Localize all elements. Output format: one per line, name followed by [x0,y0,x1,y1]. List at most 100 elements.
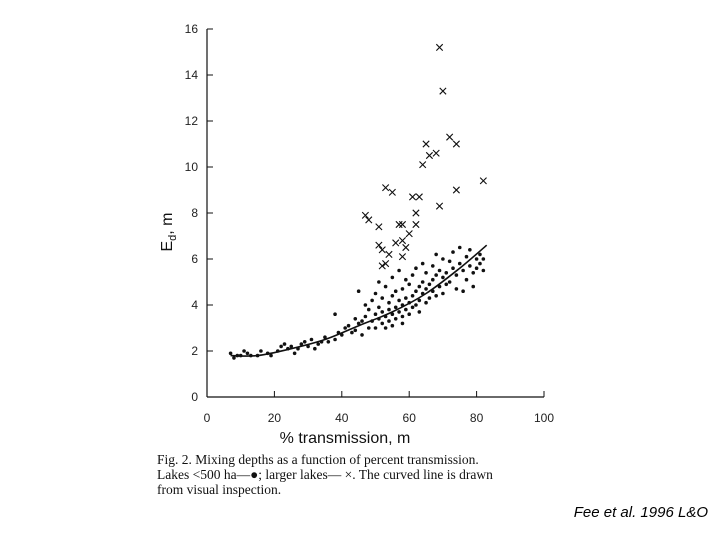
data-point-small-lake [235,353,240,358]
data-point-small-lake [420,291,425,296]
data-point-small-lake [232,356,236,360]
x-tick-label: 40 [335,411,349,425]
data-point-small-lake [296,346,300,351]
y-tick-label: 0 [191,390,198,404]
data-point-large-lake [388,188,396,196]
data-point-small-lake [336,330,341,335]
data-point-small-lake [265,351,270,356]
y-tick-label: 4 [191,298,198,312]
data-point-small-lake [471,284,476,289]
data-point-large-lake [385,250,393,258]
data-point-small-lake [346,323,351,328]
data-point-small-lake [242,349,246,353]
data-point-large-lake [398,220,407,229]
y-tick-label: 12 [185,114,199,128]
data-point-small-lake [434,273,438,277]
data-point-small-lake [397,298,401,303]
data-point-small-lake [383,284,388,289]
data-point-small-lake [427,282,432,287]
scatter-chart: 0 2 4 6 8 10 12 14 16 0 20 40 60 80 100 % transmissio… [159,22,554,447]
data-point-small-lake [474,266,479,271]
data-point-small-lake [457,261,462,266]
data-point-small-lake [441,257,445,261]
data-point-large-lake [439,87,447,95]
caption-line-1: Fig. 2. Mixing depths as a function of p… [157,452,479,467]
data-point-small-lake [424,271,428,275]
data-point-large-lake [361,211,369,219]
data-point-small-lake [363,303,368,307]
data-point-small-lake [333,312,337,317]
data-point-small-lake [387,307,391,312]
data-point-small-lake [417,284,422,289]
data-point-small-lake [461,289,465,294]
svg-text:Ed, m: Ed, m [159,212,179,251]
data-point-small-lake [410,294,415,298]
y-tick-label: 2 [191,344,198,358]
data-point-small-lake [269,353,273,358]
data-point-small-lake [313,346,317,351]
data-point-large-lake [412,209,420,217]
data-point-small-lake [397,268,401,273]
data-point-small-lake [407,300,412,305]
chart-axes [206,29,544,398]
data-point-small-lake [387,300,391,305]
data-point-large-lake [452,140,460,148]
data-point-small-lake [289,344,294,349]
x-tick-label: 100 [534,411,554,425]
data-point-small-lake [397,310,401,314]
data-point-small-lake [373,291,378,296]
data-point-small-lake [390,323,395,328]
data-point-small-lake [323,335,327,340]
data-point-small-lake [410,305,415,310]
data-point-small-lake [414,266,418,271]
data-point-small-lake [275,349,280,353]
data-point-large-lake [375,223,383,231]
data-point-large-lake [405,230,413,238]
data-point-small-lake [461,268,465,273]
y-axis-label-unit: , m [159,212,176,234]
data-point-small-lake [380,321,385,326]
data-point-large-lake [415,193,423,201]
data-point-small-lake [363,314,368,319]
data-point-small-lake [457,245,462,250]
citation: Fee et al. 1996 L&O [573,504,708,521]
data-point-small-lake [441,275,445,280]
data-point-large-lake [398,253,407,261]
y-tick-label: 10 [185,160,199,174]
data-point-small-lake [319,340,324,344]
data-point-small-lake [430,277,435,282]
data-point-small-lake [286,346,290,351]
data-point-large-lake [365,216,373,224]
data-point-small-lake [471,271,476,275]
data-point-small-lake [427,296,432,300]
data-point-small-lake [430,264,435,268]
data-point-small-lake [353,317,358,321]
data-point-small-lake [464,254,469,259]
data-point-small-lake [481,268,486,273]
x-axis-ticks: 0 20 40 60 80 100 [204,391,554,425]
data-point-small-lake [259,349,263,353]
data-point-small-lake [478,261,482,266]
large-lakes-series [361,43,487,270]
data-point-small-lake [228,351,233,356]
data-point-large-lake [412,220,420,229]
data-point-small-lake [249,353,253,358]
data-point-small-lake [380,310,385,314]
data-point-small-lake [437,284,442,289]
data-point-small-lake [383,326,388,330]
data-point-small-lake [245,351,250,356]
data-point-small-lake [353,328,358,333]
data-point-small-lake [350,330,354,335]
data-point-large-lake [479,177,487,185]
y-axis-ticks: 0 2 4 6 8 10 12 14 16 [185,22,213,404]
data-point-small-lake [420,280,425,284]
data-point-large-lake [378,246,386,254]
data-point-small-lake [326,340,331,344]
data-point-small-lake [390,294,395,298]
data-point-small-lake [410,273,415,277]
data-point-small-lake [400,303,405,307]
small-lakes-series [228,245,486,360]
data-point-small-lake [343,326,347,330]
data-point-small-lake [302,340,307,344]
data-point-small-lake [400,321,405,326]
